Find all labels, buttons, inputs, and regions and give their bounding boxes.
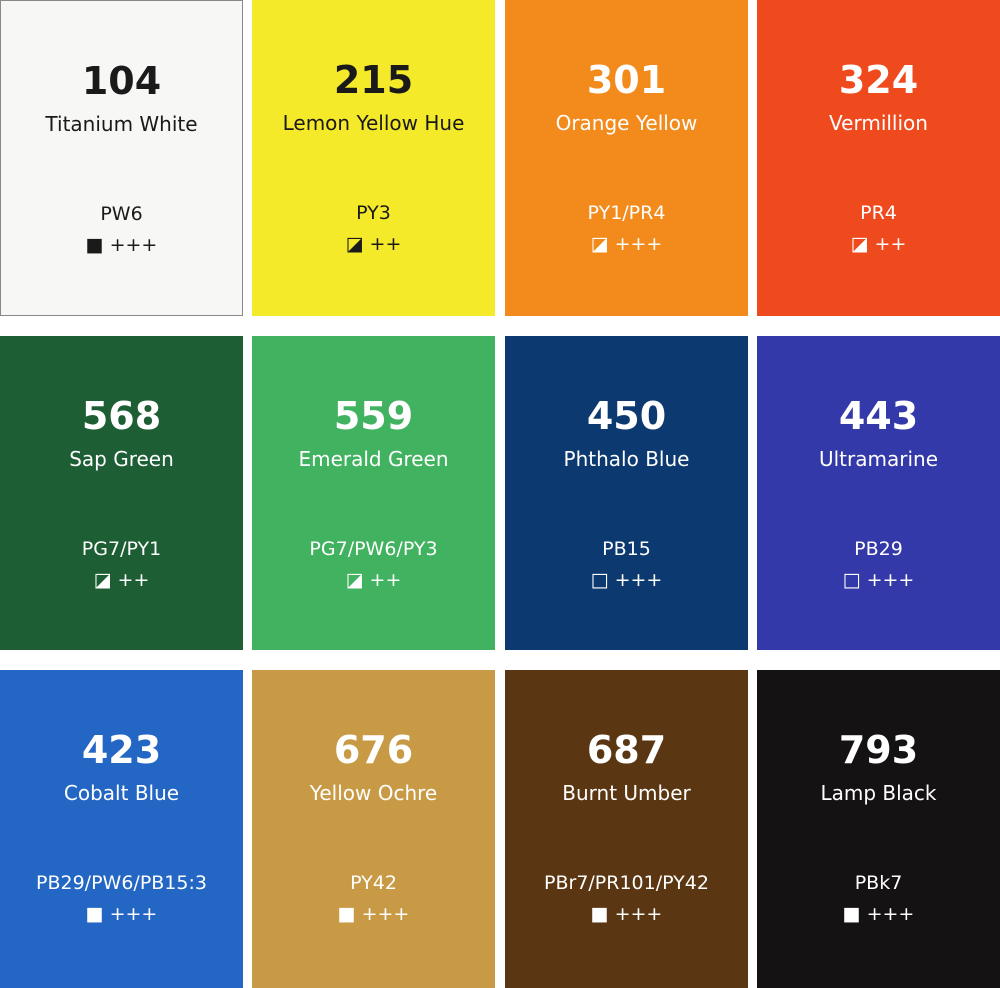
color-name: Orange Yellow: [555, 111, 698, 135]
pigment-code: PY3: [356, 202, 391, 224]
opacity-rating: ◪ ++: [252, 233, 495, 255]
color-name: Sap Green: [69, 447, 174, 471]
pigment-code: PW6: [100, 203, 143, 225]
color-name: Emerald Green: [298, 447, 449, 471]
color-number: 559: [333, 394, 414, 438]
opacity-icon: □: [590, 569, 609, 591]
color-name: Ultramarine: [818, 447, 938, 471]
opacity-rating: ■ +++: [757, 903, 1000, 925]
color-number: 793: [838, 728, 919, 772]
opacity-icon: ◪: [590, 233, 609, 255]
pigment-code: PY42: [350, 872, 397, 894]
lightfastness: ++: [369, 569, 402, 591]
lightfastness: ++: [874, 233, 907, 255]
lightfastness: +++: [866, 903, 915, 925]
swatch: 324 Vermillion PR4 ◪ ++: [757, 0, 1000, 316]
color-number: 324: [838, 58, 919, 102]
swatch: 450 Phthalo Blue PB15 □ +++: [505, 336, 748, 650]
opacity-rating: ■ +++: [1, 234, 242, 256]
lightfastness: +++: [361, 903, 410, 925]
color-number: 676: [333, 728, 414, 772]
lightfastness: +++: [614, 903, 663, 925]
opacity-rating: ◪ +++: [505, 233, 748, 255]
pigment-code: PBr7/PR101/PY42: [544, 872, 709, 894]
opacity-icon: ◪: [345, 233, 364, 255]
lightfastness: ++: [117, 569, 150, 591]
color-name: Phthalo Blue: [563, 447, 690, 471]
pigment-code: PB29/PW6/PB15:3: [36, 872, 207, 894]
color-number: 215: [333, 58, 414, 102]
pigment-code: PY1/PR4: [587, 202, 666, 224]
opacity-icon: □: [842, 569, 861, 591]
color-name: Vermillion: [829, 111, 928, 135]
swatch: 687 Burnt Umber PBr7/PR101/PY42 ■ +++: [505, 670, 748, 988]
opacity-icon: ■: [590, 903, 609, 925]
opacity-icon: ◪: [850, 233, 869, 255]
opacity-icon: ■: [85, 234, 104, 256]
swatch: 793 Lamp Black PBk7 ■ +++: [757, 670, 1000, 988]
lightfastness: +++: [614, 233, 663, 255]
opacity-rating: ■ +++: [0, 903, 243, 925]
opacity-rating: ◪ ++: [252, 569, 495, 591]
opacity-icon: ◪: [345, 569, 364, 591]
color-name: Cobalt Blue: [63, 781, 180, 805]
opacity-icon: ◪: [93, 569, 112, 591]
color-number: 443: [838, 394, 919, 438]
color-name: Lemon Yellow Hue: [282, 111, 465, 135]
swatch: 423 Cobalt Blue PB29/PW6/PB15:3 ■ +++: [0, 670, 243, 988]
opacity-rating: ■ +++: [252, 903, 495, 925]
swatch: 443 Ultramarine PB29 □ +++: [757, 336, 1000, 650]
pigment-code: PG7/PY1: [81, 538, 162, 560]
lightfastness: ++: [369, 233, 402, 255]
lightfastness: +++: [109, 903, 158, 925]
opacity-rating: ■ +++: [505, 903, 748, 925]
swatch: 676 Yellow Ochre PY42 ■ +++: [252, 670, 495, 988]
opacity-icon: ■: [337, 903, 356, 925]
swatch: 559 Emerald Green PG7/PW6/PY3 ◪ ++: [252, 336, 495, 650]
opacity-icon: ■: [85, 903, 104, 925]
color-name: Yellow Ochre: [309, 781, 438, 805]
lightfastness: +++: [866, 569, 915, 591]
color-name: Lamp Black: [820, 781, 937, 805]
opacity-rating: □ +++: [757, 569, 1000, 591]
color-number: 423: [81, 728, 162, 772]
color-name: Titanium White: [45, 112, 198, 136]
color-number: 104: [81, 59, 162, 103]
color-name: Burnt Umber: [562, 781, 691, 805]
lightfastness: +++: [109, 234, 158, 256]
opacity-rating: ◪ ++: [757, 233, 1000, 255]
color-number: 301: [586, 58, 667, 102]
lightfastness: +++: [614, 569, 663, 591]
pigment-code: PR4: [860, 202, 897, 224]
pigment-code: PB15: [602, 538, 651, 560]
swatch: 104 Titanium White PW6 ■ +++: [0, 0, 243, 316]
swatch: 215 Lemon Yellow Hue PY3 ◪ ++: [252, 0, 495, 316]
pigment-code: PB29: [854, 538, 903, 560]
pigment-code: PBk7: [854, 872, 903, 894]
swatch: 568 Sap Green PG7/PY1 ◪ ++: [0, 336, 243, 650]
color-number: 687: [586, 728, 667, 772]
pigment-code: PG7/PW6/PY3: [309, 538, 438, 560]
color-number: 568: [81, 394, 162, 438]
opacity-rating: ◪ ++: [0, 569, 243, 591]
swatch: 301 Orange Yellow PY1/PR4 ◪ +++: [505, 0, 748, 316]
opacity-icon: ■: [842, 903, 861, 925]
color-number: 450: [586, 394, 667, 438]
opacity-rating: □ +++: [505, 569, 748, 591]
